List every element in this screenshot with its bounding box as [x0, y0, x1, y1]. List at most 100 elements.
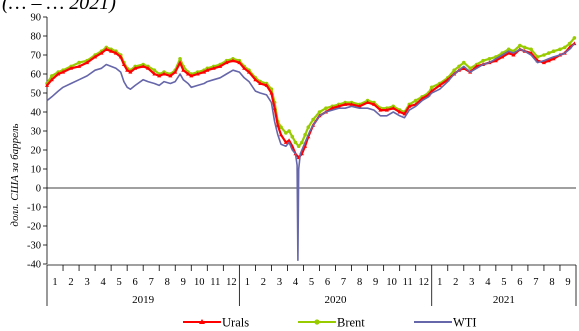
- data-point: [402, 111, 407, 116]
- data-point: [437, 83, 442, 87]
- year-label: 2020: [325, 294, 348, 306]
- data-point: [178, 57, 182, 61]
- data-point: [279, 125, 283, 129]
- year-label: 2019: [132, 294, 155, 306]
- data-point: [77, 64, 82, 68]
- y-tick-label: 90: [31, 13, 42, 24]
- month-label: 8: [357, 277, 362, 288]
- data-point: [546, 58, 551, 63]
- data-point: [77, 60, 81, 65]
- data-point: [189, 73, 194, 78]
- data-point: [224, 60, 229, 65]
- data-point: [391, 106, 396, 110]
- data-point: [258, 81, 263, 85]
- month-label: 6: [517, 277, 522, 288]
- data-point: [336, 104, 341, 108]
- data-point: [93, 54, 98, 59]
- data-point: [357, 104, 362, 108]
- month-label: 3: [84, 277, 89, 288]
- data-point: [500, 54, 505, 59]
- data-point: [562, 45, 567, 50]
- data-point: [493, 58, 498, 63]
- y-tick-label: 70: [31, 51, 42, 62]
- data-point: [317, 110, 322, 114]
- data-point: [118, 54, 123, 59]
- data-point: [272, 106, 277, 110]
- data-point: [522, 45, 527, 50]
- month-label: 2: [261, 277, 266, 288]
- data-point: [378, 107, 383, 112]
- month-label: 4: [100, 277, 106, 288]
- data-point: [202, 69, 207, 74]
- data-point: [542, 53, 546, 57]
- data-point: [242, 66, 247, 70]
- data-point: [145, 66, 150, 70]
- data-point: [104, 47, 109, 51]
- month-label: 10: [386, 277, 397, 288]
- data-point: [457, 64, 461, 69]
- data-point: [121, 62, 126, 66]
- data-point: [429, 85, 434, 90]
- month-label: 4: [485, 277, 491, 288]
- month-label: 7: [149, 277, 154, 288]
- y-tick-label: 30: [31, 127, 42, 138]
- data-point: [511, 52, 516, 57]
- data-point: [290, 134, 295, 139]
- data-point: [56, 71, 61, 76]
- data-point: [529, 47, 533, 52]
- month-label: 5: [117, 277, 122, 288]
- legend: Urals Brent WTI: [183, 316, 477, 330]
- legend-item-urals: Urals: [183, 316, 249, 330]
- data-point: [506, 47, 511, 52]
- month-label: 9: [181, 277, 186, 288]
- data-point: [372, 102, 377, 106]
- y-axis-label: долл. США за баррель: [9, 123, 21, 226]
- data-point: [69, 66, 74, 70]
- y-tick-label: -10: [27, 203, 41, 214]
- month-label: 7: [533, 277, 538, 288]
- data-point: [141, 64, 146, 68]
- y-tick-label: -20: [27, 222, 41, 233]
- legend-item-wti: WTI: [414, 316, 477, 330]
- data-point: [481, 58, 485, 63]
- data-point: [468, 66, 473, 71]
- data-point: [535, 55, 540, 59]
- y-tick-label: 50: [31, 89, 42, 100]
- data-point: [300, 140, 304, 145]
- data-point: [45, 83, 49, 87]
- data-point: [230, 58, 235, 63]
- chart-title: (… – … 2021): [2, 0, 116, 14]
- month-label: 3: [277, 277, 282, 288]
- data-point: [397, 109, 402, 114]
- data-point: [551, 56, 556, 61]
- month-label: 9: [373, 277, 378, 288]
- month-label: 4: [293, 277, 299, 288]
- data-point: [541, 60, 546, 65]
- data-point: [168, 73, 173, 78]
- data-point: [461, 66, 466, 70]
- month-label: 5: [501, 277, 506, 288]
- data-point: [109, 49, 114, 53]
- y-tick-label: 40: [31, 108, 42, 119]
- y-tick-label: 80: [31, 32, 42, 43]
- legend-item-brent: Brent: [298, 316, 365, 330]
- data-point: [551, 49, 556, 53]
- data-point: [128, 69, 133, 74]
- data-point: [173, 69, 178, 74]
- data-point: [452, 68, 456, 72]
- data-point: [195, 71, 200, 76]
- year-label: 2021: [493, 294, 515, 306]
- y-tick-label: 0: [36, 184, 41, 195]
- month-label: 7: [341, 277, 346, 288]
- data-point: [279, 132, 284, 137]
- month-label: 12: [418, 277, 429, 288]
- month-label: 10: [194, 277, 205, 288]
- legend-marker: [199, 319, 205, 324]
- data-point: [152, 68, 157, 72]
- data-point: [253, 77, 258, 82]
- month-label: 1: [245, 277, 250, 288]
- data-point: [178, 60, 183, 65]
- month-label: 11: [210, 277, 220, 288]
- data-point: [99, 50, 104, 55]
